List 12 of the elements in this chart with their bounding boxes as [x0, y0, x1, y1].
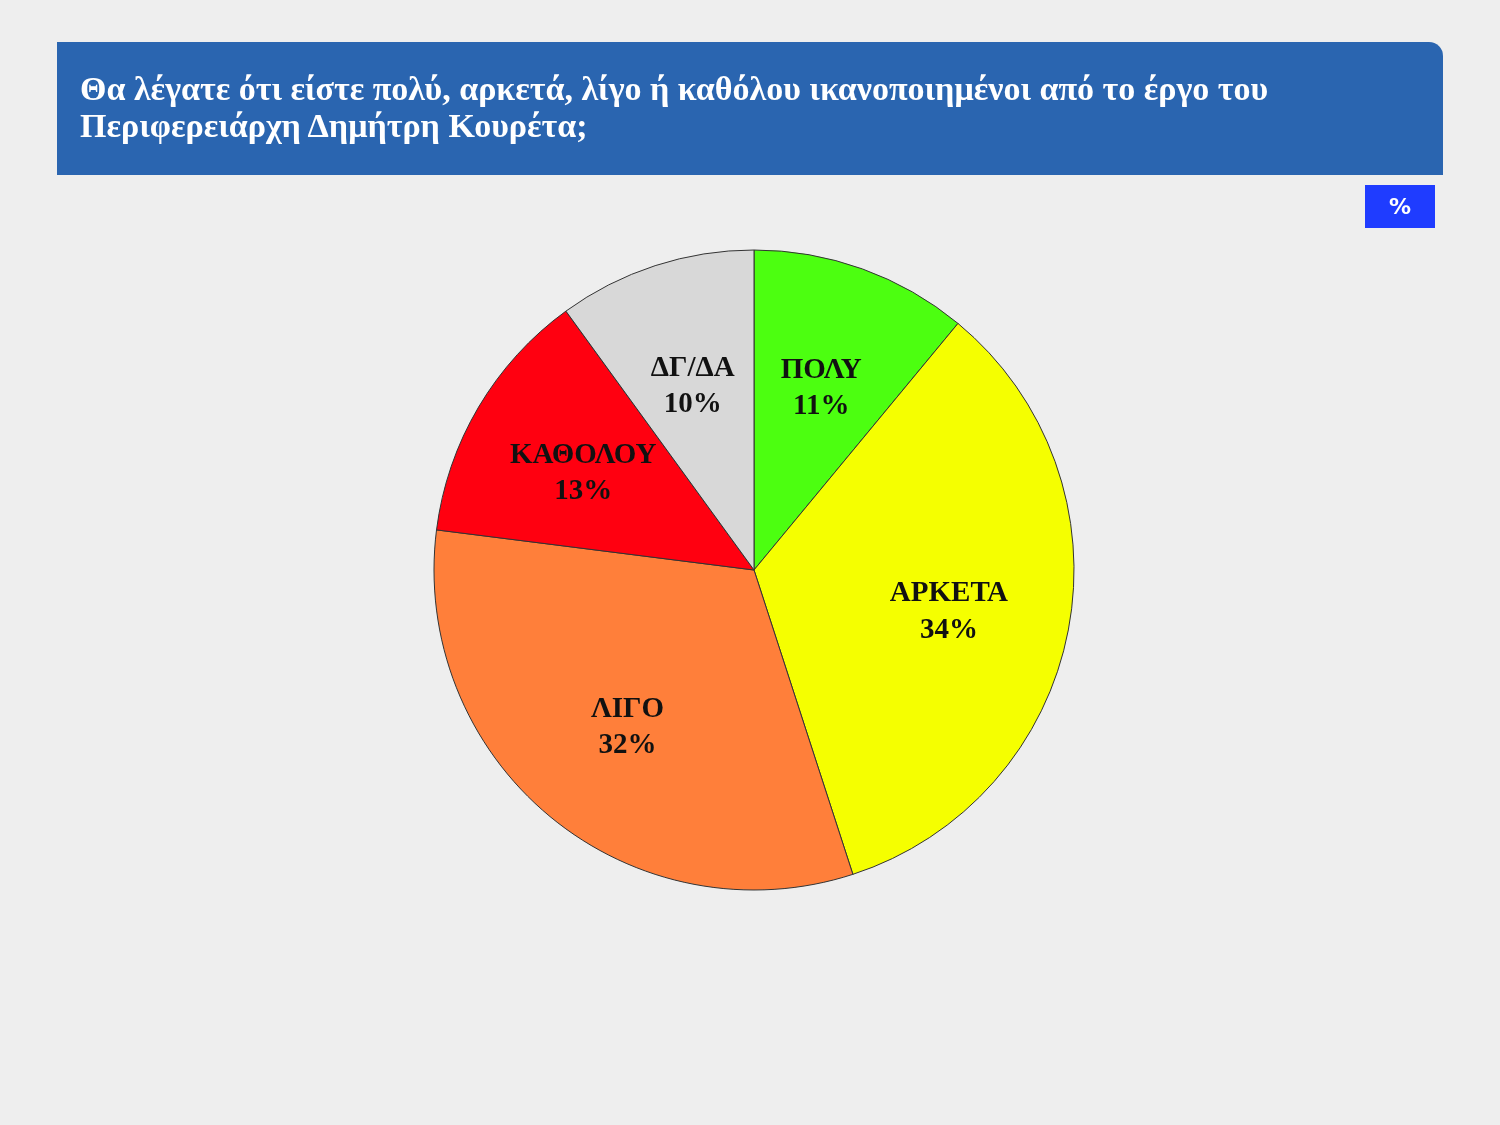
slice-label: ΑΡΚΕΤΑ [889, 575, 1008, 608]
slice-label: ΚΑΘΟΛΟΥ [509, 437, 657, 470]
data-label: 34% [919, 611, 978, 644]
chart-title: Θα λέγατε ότι είστε πολύ, αρκετά, λίγο ή καθόλου ικανοποιημένοι από το έργο του Περιφερειάρχη Δημήτρη Κουρέτα; [57, 42, 1443, 175]
slice-label: ΔΓ/ΔΑ [650, 349, 735, 382]
text: % [1365, 185, 1435, 228]
slice-label: ΠΟΛΥ [780, 351, 862, 384]
data-label: 10% [663, 385, 722, 418]
data-label: 13% [554, 473, 613, 506]
data-label: 32% [598, 727, 657, 760]
data-label: 11% [793, 387, 850, 420]
slice-label: ΛΙΓΟ [590, 691, 665, 724]
